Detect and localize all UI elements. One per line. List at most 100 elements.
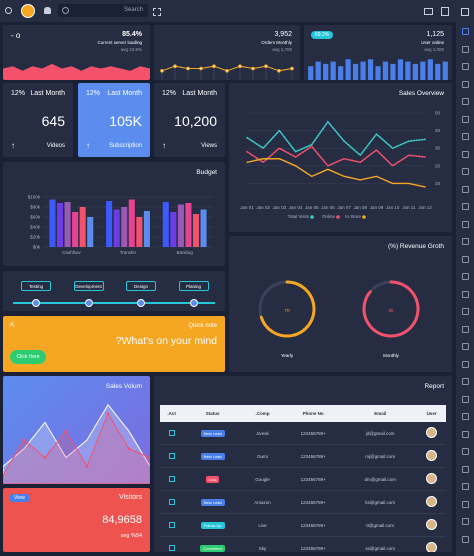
card-badge: 69.2% — [311, 31, 334, 39]
sparkline — [160, 64, 294, 80]
user-cell — [417, 422, 446, 445]
sparkline — [308, 59, 448, 80]
bar — [106, 201, 113, 247]
bar — [345, 59, 351, 80]
card-label: Current server loading — [97, 40, 142, 45]
bell-icon[interactable] — [44, 7, 51, 14]
line-chart: 10 20 30 40 50 Jan 01 Jan 02 Jan 03 Jan 04 Jan 05… — [240, 111, 440, 220]
bar — [390, 63, 396, 80]
area — [3, 63, 150, 80]
series-line — [246, 120, 426, 157]
search-box[interactable]: Search — [58, 4, 148, 17]
bar — [397, 59, 404, 80]
point — [43, 456, 47, 459]
report-row: New Lead Dumi 123456789+ mj@gmail.com — [160, 444, 446, 468]
bar — [360, 61, 366, 80]
gauge-value: 70 — [284, 308, 290, 313]
point — [251, 66, 255, 71]
bar — [427, 59, 433, 80]
status-cell: New Lead — [183, 444, 242, 468]
mail-icon[interactable] — [424, 8, 433, 15]
y-tick-label: $0k — [33, 245, 41, 250]
settings-icon[interactable] — [5, 7, 12, 14]
sidebar-icon — [462, 273, 469, 280]
sidebar-icon — [462, 343, 469, 350]
edit-icon[interactable] — [168, 475, 175, 482]
doc-icon[interactable] — [441, 7, 449, 16]
topbar: Search — [0, 0, 474, 22]
bar — [323, 63, 329, 80]
sidebar-icon — [462, 80, 469, 88]
edit-icon[interactable] — [168, 544, 175, 551]
bar — [308, 66, 314, 80]
bar — [330, 61, 336, 80]
card-title: Sales Overview — [398, 90, 444, 97]
bar — [72, 212, 79, 247]
card-icon: - o — [11, 31, 21, 40]
logout-icon[interactable] — [461, 8, 469, 16]
sidebar-icon — [462, 535, 469, 543]
card-badge: View — [10, 494, 29, 502]
email-cell: tt@gmail.com — [343, 513, 418, 537]
sidebar-icon — [462, 360, 469, 368]
stat-period: Last Month — [182, 90, 217, 97]
orders-card: 3,952 Orders Monthly avg 1,700 — [154, 25, 300, 80]
action-cell — [160, 422, 184, 445]
point — [148, 456, 150, 459]
sidebar-icon — [462, 395, 469, 403]
action-cell — [160, 513, 184, 537]
status-pill: Converted — [200, 544, 225, 552]
stat-percent: 12% — [162, 90, 177, 97]
user-cell — [417, 467, 446, 491]
sidebar-icon — [462, 203, 469, 210]
edit-icon[interactable] — [168, 521, 175, 528]
legend-swatch — [362, 215, 366, 219]
user-avatar — [426, 450, 438, 461]
email-cell: dm@gmail.com — [343, 467, 418, 491]
gauge-label: Yearly — [281, 353, 294, 358]
search-icon — [62, 7, 69, 14]
bar — [49, 199, 56, 247]
user-cell — [417, 444, 446, 468]
point — [264, 64, 268, 69]
timeline-step: Development — [73, 281, 104, 291]
y-tick-label: $60k — [30, 215, 41, 220]
timeline-line — [13, 302, 215, 304]
bar — [185, 203, 192, 247]
card-avg: avg 24.6% — [120, 47, 142, 52]
y-tick-label: $80k — [30, 205, 41, 210]
column-header: User — [417, 405, 446, 422]
company-cell: Dumi — [242, 444, 284, 468]
point — [127, 447, 131, 451]
x-tick-label: Jan 05 — [305, 205, 319, 210]
sidebar-icon — [462, 518, 469, 525]
sidebar-icon — [462, 185, 469, 193]
bar — [367, 59, 374, 80]
report-row: Converted Sky 123456789+ ss@gmail.com — [160, 536, 446, 552]
sidebar-icon — [462, 150, 469, 158]
avatar[interactable] — [21, 4, 35, 18]
legend-label: Total Visits — [288, 214, 310, 219]
sidebar-icon — [462, 115, 469, 123]
edit-icon[interactable] — [168, 452, 175, 459]
note-button[interactable]: Click Here — [10, 350, 46, 364]
edit-icon[interactable] — [168, 429, 175, 436]
fullscreen-icon[interactable] — [153, 8, 161, 16]
sidebar-icon — [462, 413, 469, 420]
legend-label: In Store — [345, 214, 361, 219]
edit-icon[interactable] — [168, 498, 175, 505]
user-cell — [417, 490, 446, 514]
y-tick-label: $20k — [30, 235, 41, 240]
bar — [121, 207, 128, 247]
report-card: Report .Act Status .Comp Phone No Email User N… — [154, 376, 452, 552]
status-pill: New Lead — [200, 429, 225, 437]
sidebar-icon — [462, 430, 469, 438]
status-cell: New Lead — [183, 422, 242, 445]
sidebar-icon — [462, 308, 469, 315]
x-tick-label: Jan 10 — [386, 205, 400, 210]
bar — [64, 202, 71, 247]
timeline-dot — [189, 299, 198, 307]
timeline-step: Design — [126, 281, 156, 291]
company-cell: Sky — [242, 536, 284, 552]
action-cell — [160, 490, 184, 514]
